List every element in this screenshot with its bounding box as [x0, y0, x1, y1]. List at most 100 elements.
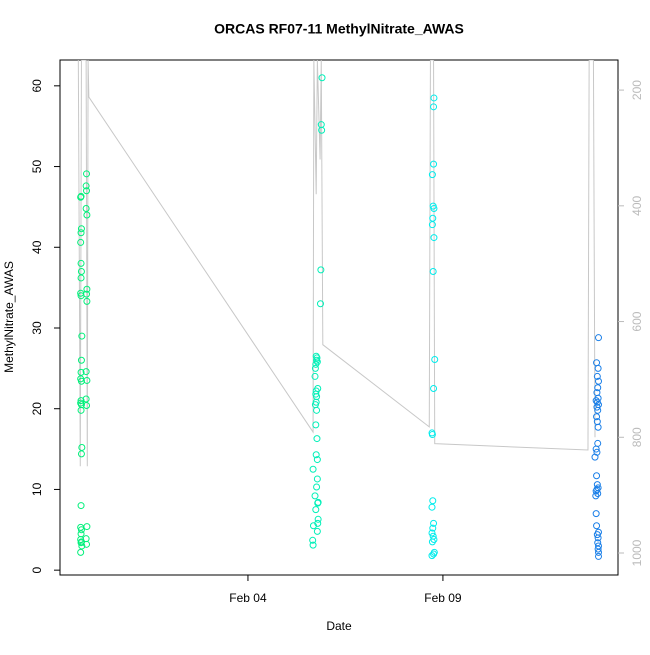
y-tick-label: 10 — [30, 482, 44, 496]
data-point — [77, 238, 85, 246]
data-point — [83, 170, 91, 178]
data-point — [430, 234, 438, 242]
y2-tick-label: 600 — [630, 311, 644, 331]
data-point — [78, 542, 86, 550]
data-point — [77, 530, 85, 538]
data-point — [83, 211, 91, 219]
data-point — [312, 398, 320, 406]
data-point — [77, 274, 85, 282]
data-point — [593, 413, 601, 421]
data-point — [593, 481, 601, 489]
data-point — [594, 534, 602, 542]
data-point — [430, 160, 438, 168]
data-point — [82, 368, 90, 376]
data-point — [592, 397, 600, 405]
data-point — [83, 523, 91, 531]
data-point — [311, 364, 319, 372]
chart-title: ORCAS RF07-11 MethylNitrate_AWAS — [214, 21, 464, 37]
data-point — [77, 225, 85, 233]
data-point — [83, 297, 91, 305]
y2-tick-label: 800 — [630, 427, 644, 447]
data-point — [595, 377, 603, 385]
data-point — [313, 527, 321, 535]
data-point — [594, 423, 602, 431]
data-point — [429, 267, 437, 275]
data-point — [309, 541, 317, 549]
data-point — [430, 94, 438, 102]
data-point — [428, 503, 436, 511]
plot-area — [77, 60, 603, 560]
y2-tick-label: 200 — [630, 80, 644, 100]
data-point — [428, 529, 436, 537]
data-point — [594, 545, 602, 553]
data-point — [78, 332, 86, 340]
data-point — [77, 397, 85, 405]
data-point — [594, 439, 602, 447]
x-tick-label: Feb 04 — [229, 591, 267, 605]
data-point — [77, 406, 85, 414]
data-point — [309, 522, 317, 530]
data-point — [595, 334, 603, 342]
data-point — [83, 540, 91, 548]
data-point — [428, 431, 436, 439]
data-point — [595, 552, 603, 560]
data-point — [311, 492, 319, 500]
data-point — [77, 450, 85, 458]
data-point — [428, 171, 436, 179]
x-tick-label: Feb 09 — [424, 591, 462, 605]
y-tick-label: 40 — [30, 240, 44, 254]
data-point — [595, 548, 603, 556]
data-point — [429, 524, 437, 532]
data-point — [313, 475, 321, 483]
y2-tick-label: 1000 — [630, 539, 644, 566]
data-point — [591, 453, 599, 461]
data-point — [318, 74, 326, 82]
data-point — [430, 205, 438, 213]
data-point — [83, 376, 91, 384]
data-point — [82, 205, 90, 213]
data-point — [429, 214, 437, 222]
data-point — [77, 526, 85, 534]
x-axis-label: Date — [326, 619, 352, 633]
data-point — [313, 358, 321, 366]
data-point — [314, 385, 322, 393]
data-point — [77, 502, 85, 510]
y-tick-label: 0 — [30, 567, 44, 574]
data-point — [429, 497, 437, 505]
data-point — [594, 406, 602, 414]
data-point — [312, 421, 320, 429]
data-point — [430, 103, 438, 111]
data-point — [77, 193, 85, 201]
data-point — [592, 510, 600, 518]
y-tick-label: 60 — [30, 79, 44, 93]
y-axis-label: MethylNitrate_AWAS — [2, 261, 16, 373]
data-point — [593, 472, 601, 480]
data-point — [317, 266, 325, 274]
data-point — [77, 356, 85, 364]
data-point — [82, 182, 90, 190]
data-point — [314, 499, 322, 507]
data-point — [77, 259, 85, 267]
data-point — [592, 492, 600, 500]
y-tick-label: 20 — [30, 402, 44, 416]
data-point — [312, 506, 320, 514]
data-point — [313, 435, 321, 443]
data-point — [316, 300, 324, 308]
data-point — [594, 364, 602, 372]
data-point — [314, 515, 322, 523]
data-point — [428, 538, 436, 546]
data-point — [309, 465, 317, 473]
data-point — [593, 531, 601, 539]
data-point — [431, 355, 439, 363]
y-tick-label: 50 — [30, 160, 44, 174]
data-point — [83, 401, 91, 409]
data-point — [428, 221, 436, 229]
y2-tick-label: 400 — [630, 195, 644, 215]
data-point — [594, 384, 602, 392]
data-point — [428, 552, 436, 560]
plot-frame — [59, 59, 619, 576]
data-point — [593, 522, 601, 530]
data-point — [593, 403, 601, 411]
data-point — [430, 519, 438, 527]
